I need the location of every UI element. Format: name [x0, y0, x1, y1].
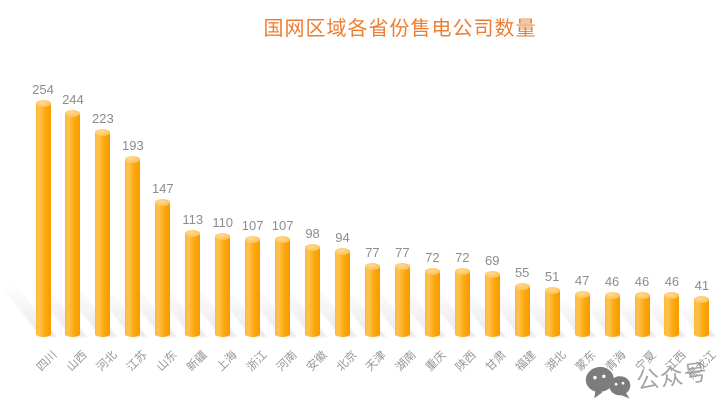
bar-top-ellipse	[514, 283, 530, 291]
bar-top-ellipse	[95, 128, 111, 136]
bar-value-label: 46	[604, 273, 620, 289]
bar-top-ellipse	[364, 263, 380, 271]
bar	[424, 267, 440, 337]
bar	[514, 283, 530, 337]
bar-top-ellipse	[574, 290, 590, 298]
bar	[155, 198, 171, 337]
bar-top-ellipse	[125, 156, 141, 164]
bar	[245, 235, 261, 337]
bar	[604, 291, 620, 337]
bar-value-label: 94	[335, 229, 350, 245]
bar-value-label: 193	[121, 138, 144, 154]
bar-top-ellipse	[305, 243, 321, 251]
bar-value-label: 113	[182, 212, 204, 228]
bar	[335, 247, 350, 337]
bar	[574, 290, 590, 337]
chart-title: 国网区域各省份售电公司数量	[263, 18, 537, 40]
bar-top-ellipse	[215, 232, 231, 240]
bar	[484, 270, 500, 337]
bar-top-ellipse	[65, 109, 81, 117]
bar	[305, 243, 321, 337]
bar-value-label: 107	[241, 217, 264, 233]
bar	[364, 263, 380, 337]
bar-value-label: 223	[92, 110, 114, 126]
bar	[694, 296, 710, 337]
bar-value-label: 47	[574, 272, 590, 288]
bar	[544, 287, 560, 337]
bar-top-ellipse	[185, 230, 201, 238]
watermark-text: 公众号	[634, 358, 710, 395]
bar-value-label: 46	[664, 273, 680, 289]
bar-value-label: 55	[514, 265, 530, 281]
bar-value-label: 41	[694, 278, 710, 294]
bar-value-label: 46	[634, 273, 650, 289]
bar-value-label: 244	[62, 91, 84, 107]
bar-value-label: 77	[395, 245, 410, 261]
bar	[35, 100, 51, 337]
bar-value-label: 98	[305, 225, 320, 241]
bar-top-ellipse	[155, 198, 171, 206]
bar	[454, 267, 470, 337]
bar	[65, 109, 81, 337]
bar-value-label: 51	[544, 269, 560, 285]
bar-top-ellipse	[245, 235, 261, 243]
bar-value-label: 110	[212, 214, 234, 230]
bar-top-ellipse	[424, 267, 440, 275]
bar	[275, 235, 291, 337]
bar-value-label: 72	[455, 249, 470, 265]
bar	[95, 128, 111, 337]
bar-value-label: 147	[151, 180, 174, 196]
bar-value-label: 69	[485, 252, 500, 268]
bar-value-label: 77	[365, 245, 380, 261]
bar-top-ellipse	[604, 291, 620, 299]
bar-top-ellipse	[634, 291, 650, 299]
bar	[215, 232, 231, 337]
bar-value-label: 72	[425, 249, 440, 265]
bar	[125, 156, 141, 337]
bar-top-ellipse	[35, 100, 51, 108]
bar	[634, 291, 650, 337]
bar-top-ellipse	[664, 291, 680, 299]
bar	[664, 291, 680, 337]
wechat-icon	[585, 366, 631, 399]
bar-top-ellipse	[394, 263, 410, 271]
bar	[394, 263, 410, 337]
bar-top-ellipse	[335, 247, 350, 255]
watermark: 公众号	[582, 350, 710, 405]
bar	[185, 230, 201, 337]
bar-top-ellipse	[275, 235, 291, 243]
bar-value-label: 254	[32, 82, 54, 98]
bar-top-ellipse	[544, 287, 560, 295]
bar-top-ellipse	[694, 296, 710, 304]
bar-top-ellipse	[454, 267, 470, 275]
bar-top-ellipse	[484, 270, 500, 278]
bar-value-label: 107	[271, 217, 294, 233]
